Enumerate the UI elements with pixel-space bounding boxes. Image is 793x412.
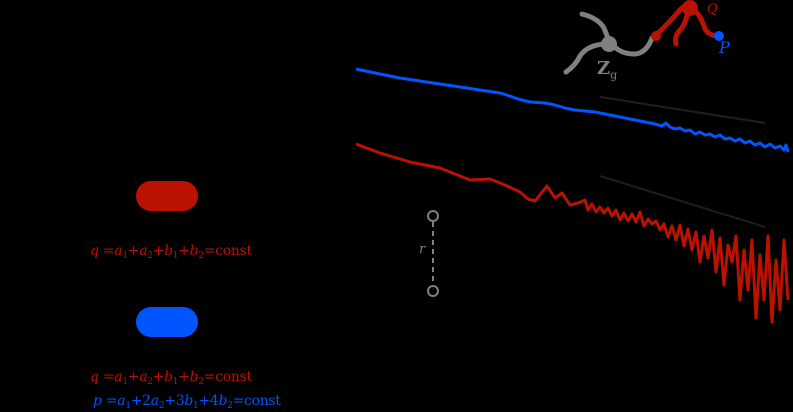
label-q: Q [707, 2, 718, 17]
red-junction-small-icon [651, 31, 661, 41]
gray-arm-3 [609, 35, 655, 57]
red-arm-2 [673, 7, 691, 47]
equation-q-top: q =a1+a2+b1+b2=const [90, 243, 252, 261]
red-branch-node-icon [682, 0, 698, 16]
series-q-curve [355, 142, 790, 324]
branch-node-icon [601, 36, 617, 52]
eq-const: const [244, 393, 281, 409]
equation-q-bottom: q =a1+a2+b1+b2=const [90, 369, 252, 387]
gray-arm-2 [563, 41, 611, 75]
blue-pill-marker [136, 307, 198, 337]
eq-lhs: q [90, 369, 99, 385]
equation-p: p =a1+2a2+3b1+4b2=const [93, 393, 281, 411]
series-p-curve [355, 67, 790, 153]
distance-inset [427, 210, 439, 297]
node-label-zg: Zg [597, 58, 618, 82]
red-pill-marker [136, 181, 198, 211]
eq-lhs: p [93, 393, 102, 409]
reference-line-p [599, 96, 766, 124]
eq-const: const [215, 243, 252, 259]
label-p: P [719, 38, 730, 57]
eq-const: const [215, 369, 252, 385]
reference-line-q [599, 175, 766, 228]
polymer-schematic [563, 0, 724, 75]
inset-bottom-node-icon [427, 285, 439, 297]
eq-lhs: q [90, 243, 99, 259]
blue-end-node-icon [714, 31, 724, 41]
inset-top-node-icon [427, 210, 439, 222]
inset-distance-label: r [419, 242, 426, 257]
